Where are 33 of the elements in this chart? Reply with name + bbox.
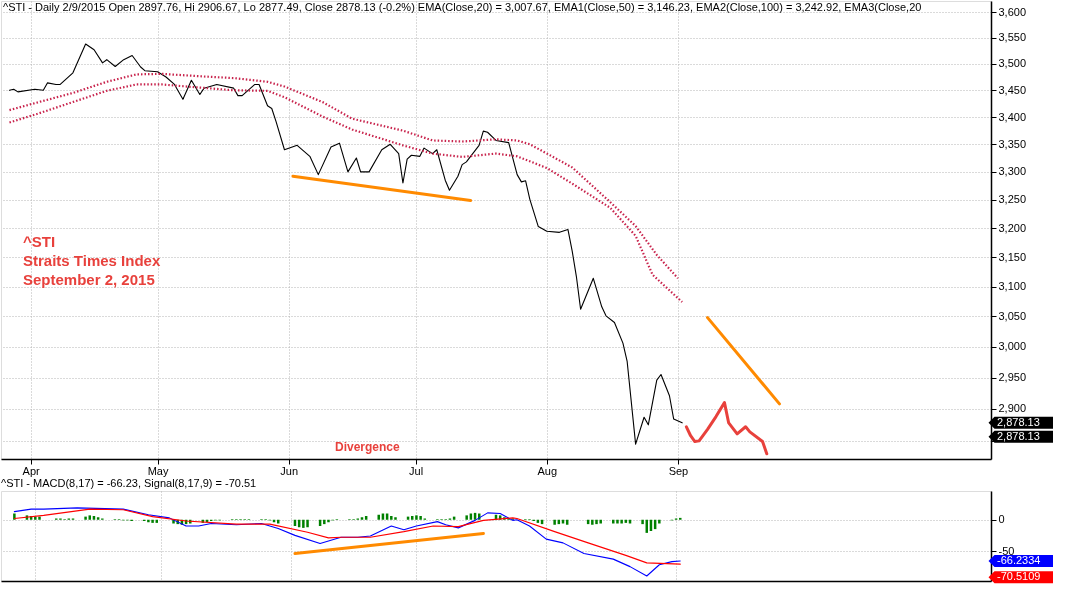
- y-tick-label: 3,450: [998, 83, 1027, 96]
- y-tick-label: 3,550: [998, 31, 1027, 44]
- x-tick-label: Apr: [22, 464, 41, 477]
- chart-title: ^STI - Daily 2/9/2015 Open 2897.76, Hi 2906.67, Lo 2877.49, Close 2878.13 (-0.2%) EMA(Close,20) = 3,007.67, EMA1(Close,50) = 3,146.23, EMA2(Close,100) = 3,242.92, EMA3(Close,20: [3, 1, 922, 13]
- y-tick-label: 3,350: [998, 137, 1027, 150]
- y-tick-label: 3,200: [998, 221, 1027, 234]
- y-tick-label: 3,250: [998, 193, 1027, 206]
- text: -70.5109: [997, 570, 1041, 583]
- chart-title: ^STI - MACD(8,17) = -66.23, Signal(8,17,9) = -70.51: [1, 477, 257, 489]
- x-tick-label: Aug: [537, 464, 558, 477]
- text: -66.2334: [997, 554, 1041, 566]
- y-tick-label: 3,000: [998, 340, 1027, 353]
- y-tick-label: 3,300: [998, 165, 1027, 178]
- y-tick-label: 3,600: [998, 5, 1027, 18]
- y-tick-label: 3,500: [998, 57, 1027, 70]
- y-tick-label: 2,950: [998, 371, 1027, 384]
- x-tick-label: Jun: [280, 464, 299, 477]
- y-tick-label: 3,150: [998, 250, 1027, 263]
- y-tick-label: 3,100: [998, 280, 1027, 293]
- text: 2,878.13: [997, 415, 1040, 428]
- y-tick-label: 3,050: [998, 309, 1027, 322]
- x-tick-label: Jul: [409, 464, 424, 477]
- y-tick-label: -50: [998, 544, 1015, 557]
- y-tick-label: 3,400: [998, 110, 1027, 123]
- annotation: September 2, 2015: [23, 271, 155, 288]
- y-tick-label: 0: [998, 513, 1005, 526]
- annotation: Divergence: [335, 440, 401, 454]
- annotation: Straits Times Index: [23, 252, 161, 269]
- annotation: ^STI: [23, 233, 56, 250]
- y-tick-label: 2,900: [998, 402, 1027, 415]
- x-tick-label: May: [147, 464, 169, 477]
- text: 2,878.13: [997, 429, 1040, 442]
- x-tick-label: Sep: [668, 464, 689, 477]
